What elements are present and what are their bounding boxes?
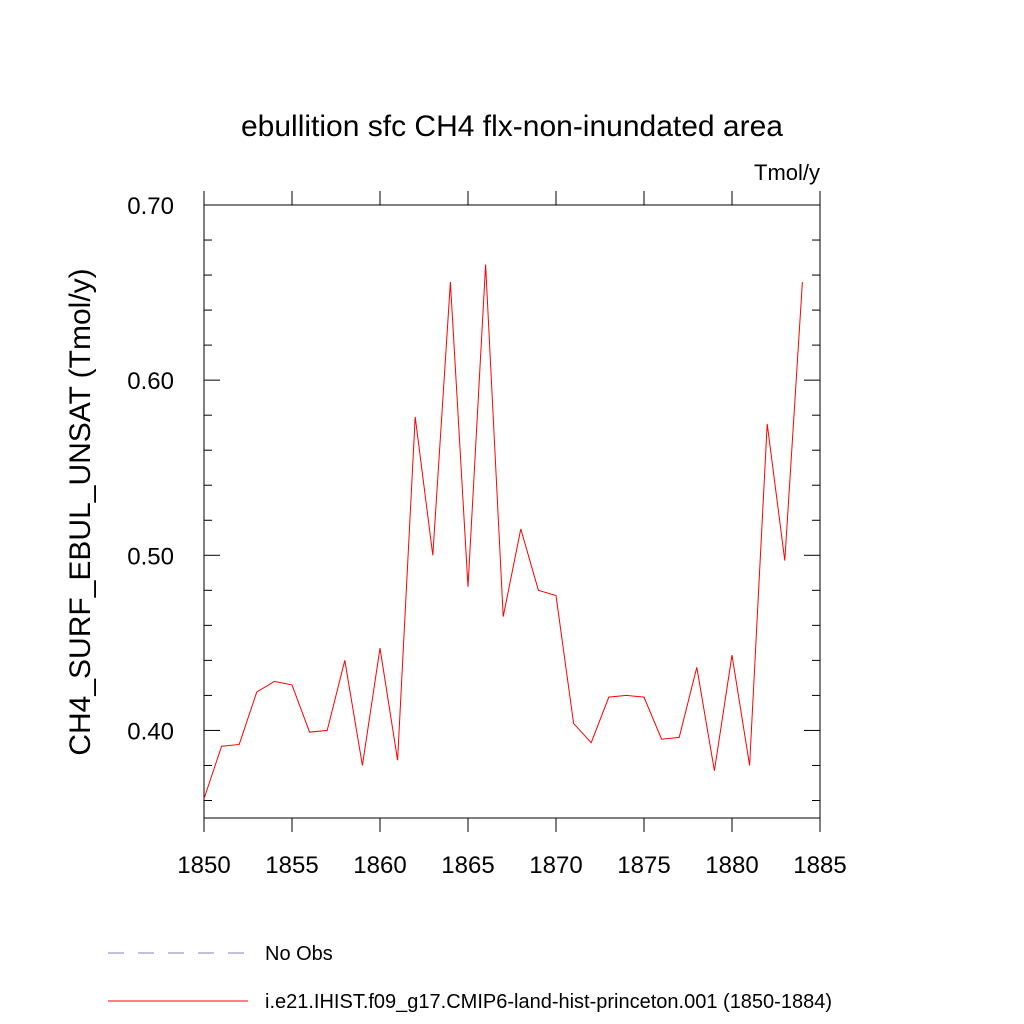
- data-point: [556, 595, 557, 596]
- data-point: [468, 586, 469, 587]
- data-point: [204, 798, 205, 799]
- data-point: [309, 732, 310, 733]
- data-point: [661, 739, 662, 740]
- data-point: [714, 770, 715, 771]
- legend: No Obs i.e21.IHIST.f09_g17.CMIP6-land-his…: [108, 943, 832, 1013]
- x-tick-label: 1860: [353, 852, 406, 879]
- data-point: [327, 730, 328, 731]
- x-tick-label: 1865: [441, 852, 494, 879]
- x-tick-label: 1855: [265, 852, 318, 879]
- data-point: [432, 555, 433, 556]
- data-point: [503, 616, 504, 617]
- y-axis-label: CH4_SURF_EBUL_UNSAT (Tmol/y): [64, 268, 97, 755]
- data-point: [274, 681, 275, 682]
- data-point: [415, 416, 416, 417]
- data-point: [292, 684, 293, 685]
- data-point: [679, 737, 680, 738]
- data-point: [520, 529, 521, 530]
- legend-label: i.e21.IHIST.f09_g17.CMIP6-land-hist-prin…: [265, 991, 832, 1013]
- chart-title: ebullition sfc CH4 flx-non-inundated are…: [241, 110, 783, 143]
- x-tick-label: 1880: [705, 852, 758, 879]
- legend-label: No Obs: [265, 943, 333, 965]
- data-point: [767, 423, 768, 424]
- data-point: [573, 723, 574, 724]
- x-tick-label: 1850: [177, 852, 230, 879]
- x-tick-label: 1885: [793, 852, 846, 879]
- data-point: [644, 697, 645, 698]
- data-point: [239, 744, 240, 745]
- y-tick-label: 0.70: [127, 193, 174, 220]
- y-tick-label: 0.40: [127, 718, 174, 745]
- units-label: Tmol/y: [754, 160, 820, 185]
- data-point: [608, 697, 609, 698]
- data-point: [802, 282, 803, 283]
- x-tick-label: 1875: [617, 852, 670, 879]
- data-point: [397, 760, 398, 761]
- series-line: [203, 264, 803, 799]
- data-point: [450, 282, 451, 283]
- data-point: [485, 264, 486, 265]
- data-point: [696, 667, 697, 668]
- data-point: [732, 655, 733, 656]
- y-tick-label: 0.60: [127, 368, 174, 395]
- data-point: [626, 695, 627, 696]
- y-tick-label: 0.50: [127, 543, 174, 570]
- data-point: [784, 560, 785, 561]
- data-point: [538, 590, 539, 591]
- x-tick-label: 1870: [529, 852, 582, 879]
- plot-frame: [203, 204, 821, 819]
- data-point: [591, 742, 592, 743]
- axes: 1850 1855 1860 1865 1870 1875 1880 1885 0.40 0.50…: [127, 191, 847, 879]
- data-point: [380, 648, 381, 649]
- series-group: [203, 264, 803, 799]
- data-point: [221, 746, 222, 747]
- data-point: [344, 660, 345, 661]
- data-point: [749, 765, 750, 766]
- data-point: [362, 765, 363, 766]
- data-point: [256, 691, 257, 692]
